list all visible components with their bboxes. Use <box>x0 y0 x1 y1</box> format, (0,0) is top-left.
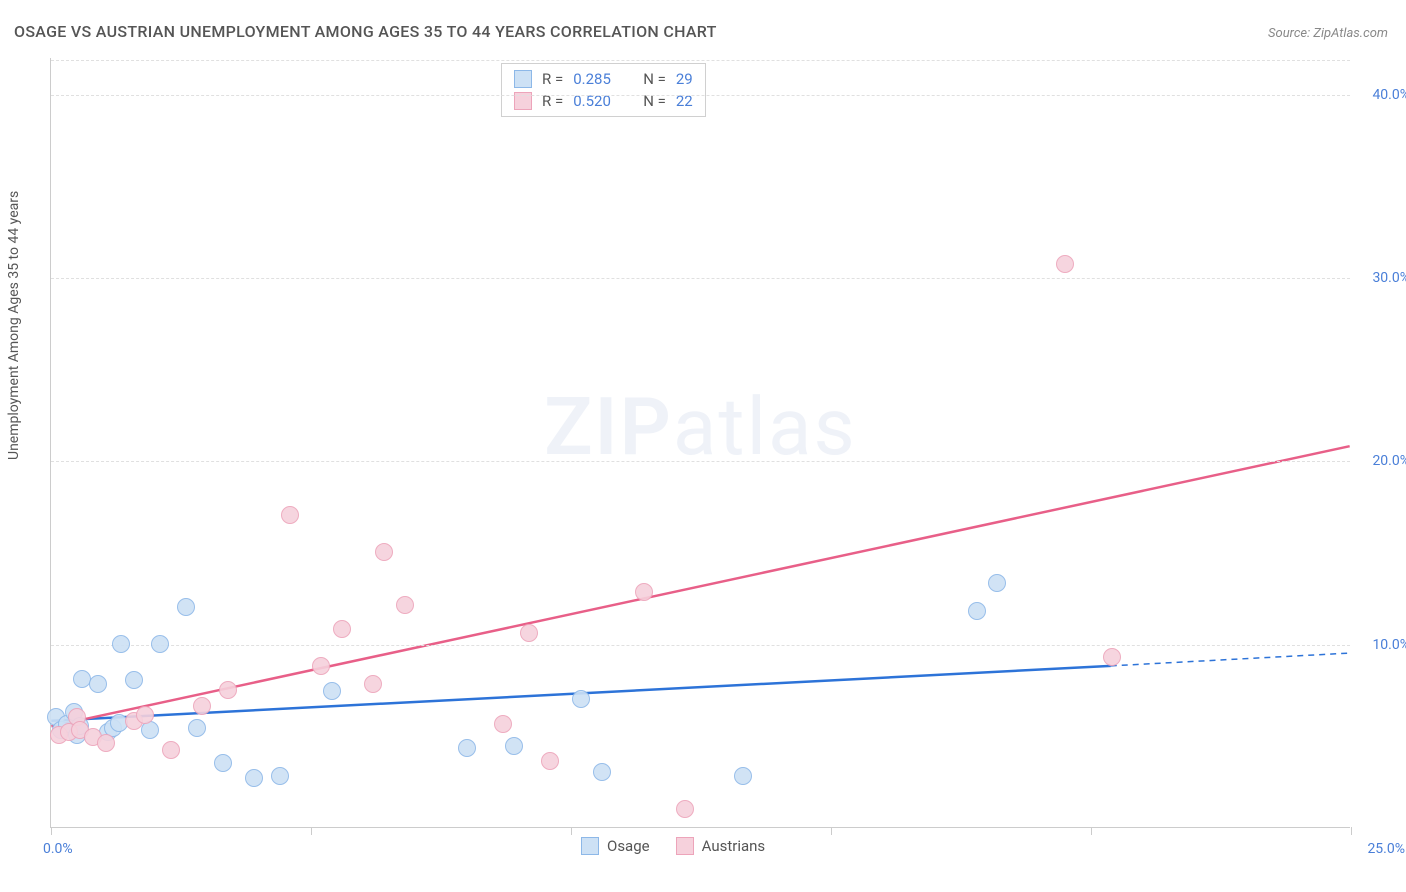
scatter-point <box>214 754 232 772</box>
legend-r-value: 0.285 <box>573 70 623 88</box>
scatter-point <box>968 602 986 620</box>
gridline <box>51 60 1350 61</box>
legend-series: Osage Austrians <box>581 837 765 855</box>
plot-area: ZIPatlas R =0.285N =29R =0.520N =22 Osag… <box>50 58 1350 828</box>
legend-correlation: R = 0.285 N = 29 R =0.520N =22 <box>501 63 706 117</box>
x-tick <box>831 827 832 835</box>
scatter-point <box>396 596 414 614</box>
scatter-point <box>112 635 130 653</box>
x-tick <box>1351 827 1352 835</box>
scatter-point <box>312 657 330 675</box>
scatter-point <box>635 583 653 601</box>
scatter-point <box>364 675 382 693</box>
trend-line-extrapolated <box>1111 653 1350 666</box>
scatter-point <box>505 737 523 755</box>
scatter-point <box>520 624 538 642</box>
gridline <box>51 278 1350 279</box>
trend-line <box>51 446 1349 726</box>
scatter-point <box>177 598 195 616</box>
scatter-point <box>593 763 611 781</box>
scatter-point <box>1103 648 1121 666</box>
legend-series-label: Austrians <box>702 837 766 855</box>
y-tick-label: 20.0% <box>1372 453 1406 469</box>
chart-container: OSAGE VS AUSTRIAN UNEMPLOYMENT AMONG AGE… <box>0 0 1406 892</box>
chart-title: OSAGE VS AUSTRIAN UNEMPLOYMENT AMONG AGE… <box>14 22 717 41</box>
legend-swatch <box>581 837 599 855</box>
y-tick-label: 40.0% <box>1372 87 1406 103</box>
scatter-point <box>988 574 1006 592</box>
scatter-point <box>271 767 289 785</box>
scatter-point <box>734 767 752 785</box>
y-tick-label: 30.0% <box>1372 270 1406 286</box>
y-tick-label: 10.0% <box>1372 637 1406 653</box>
source-attribution: Source: ZipAtlas.com <box>1268 26 1388 41</box>
scatter-point <box>323 682 341 700</box>
x-tick <box>311 827 312 835</box>
legend-row: R = 0.285 N = 29 <box>514 68 693 90</box>
legend-r-label: R = <box>542 70 563 88</box>
y-axis-label: Unemployment Among Ages 35 to 44 years <box>6 191 22 460</box>
scatter-point <box>125 671 143 689</box>
x-axis-min-label: 0.0% <box>43 841 73 857</box>
scatter-point <box>188 719 206 737</box>
scatter-point <box>494 715 512 733</box>
gridline <box>51 461 1350 462</box>
trend-lines-layer <box>51 58 1350 827</box>
gridline <box>51 95 1350 96</box>
scatter-point <box>97 734 115 752</box>
legend-row: R =0.520N =22 <box>514 90 693 112</box>
gridline <box>51 645 1350 646</box>
scatter-point <box>541 752 559 770</box>
scatter-point <box>572 690 590 708</box>
legend-series-label: Osage <box>607 837 650 855</box>
x-tick <box>1091 827 1092 835</box>
x-tick <box>571 827 572 835</box>
scatter-point <box>89 675 107 693</box>
scatter-point <box>136 706 154 724</box>
scatter-point <box>281 506 299 524</box>
scatter-point <box>1056 255 1074 273</box>
scatter-point <box>245 769 263 787</box>
legend-series-item: Austrians <box>676 837 766 855</box>
scatter-point <box>151 635 169 653</box>
scatter-point <box>458 739 476 757</box>
legend-n-label: N = <box>643 70 666 88</box>
scatter-point <box>193 697 211 715</box>
legend-series-item: Osage <box>581 837 650 855</box>
x-axis-max-label: 25.0% <box>1367 841 1405 857</box>
scatter-point <box>375 543 393 561</box>
scatter-point <box>676 800 694 818</box>
legend-n-value: 29 <box>676 70 693 88</box>
legend-swatch <box>676 837 694 855</box>
scatter-point <box>219 681 237 699</box>
legend-swatch <box>514 70 532 88</box>
scatter-point <box>162 741 180 759</box>
scatter-point <box>333 620 351 638</box>
x-tick <box>51 827 52 835</box>
